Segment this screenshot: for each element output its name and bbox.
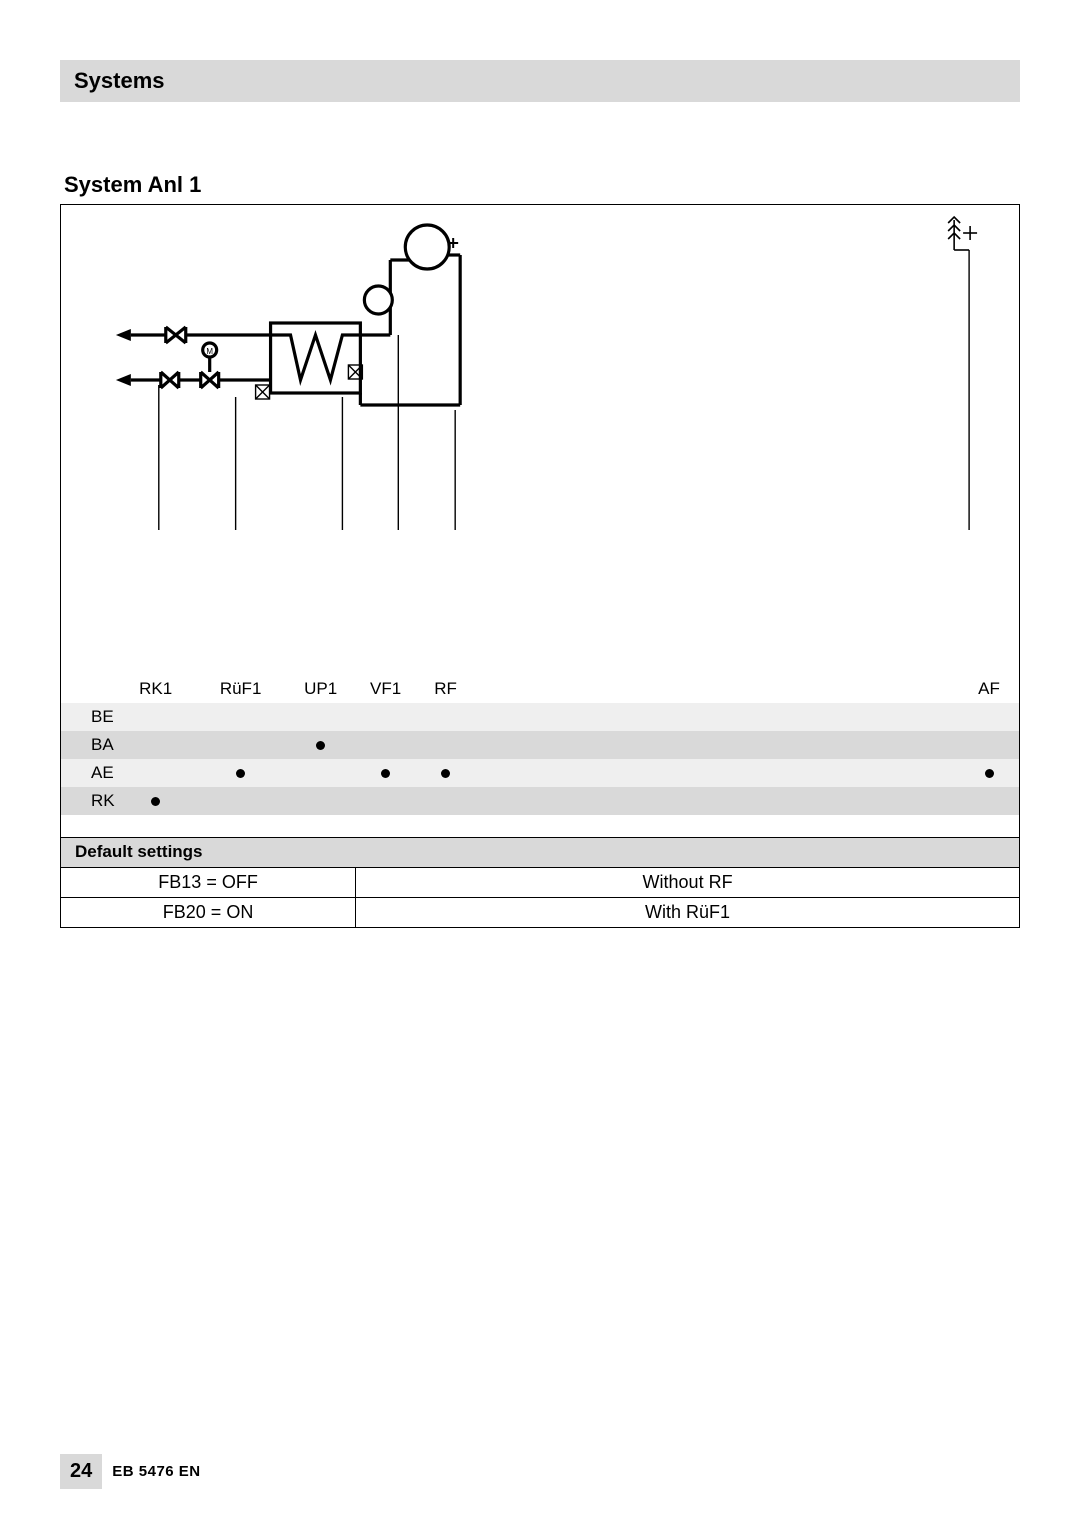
cell-ae-rf [416, 759, 476, 787]
settings-0-left: FB13 = OFF [61, 867, 356, 897]
cell-ba-up1 [286, 731, 356, 759]
section-header: Systems [60, 60, 1020, 102]
settings-row-1: FB20 = ON With RüF1 [61, 897, 1019, 927]
col-ruf1-label: RüF1 [196, 675, 286, 703]
dot-icon [985, 769, 994, 778]
cell-ae-vf1 [356, 759, 416, 787]
dot-icon [441, 769, 450, 778]
cell-be-rf [416, 703, 476, 731]
cell-be-vf1 [356, 703, 416, 731]
col-rf-label: RF [416, 675, 476, 703]
row-ba-label: BA [61, 731, 116, 759]
row-rk-label: RK [61, 787, 116, 815]
cell-rk-vf1 [356, 787, 416, 815]
system-title: System Anl 1 [60, 172, 1020, 198]
cell-ba-ruf1 [196, 731, 286, 759]
svg-text:M: M [206, 347, 213, 356]
dot-icon [381, 769, 390, 778]
cell-ae-ruf1 [196, 759, 286, 787]
matrix-header-row: RK1 RüF1 UP1 VF1 RF AF [61, 675, 1019, 703]
cell-rk-rk1 [116, 787, 196, 815]
cell-rk-ruf1 [196, 787, 286, 815]
page-footer: 24 EB 5476 EN [60, 1454, 201, 1489]
io-matrix: RK1 RüF1 UP1 VF1 RF AF BE BA [61, 675, 1019, 927]
cell-ae-up1 [286, 759, 356, 787]
col-rk1-label: RK1 [116, 675, 196, 703]
cell-be-ruf1 [196, 703, 286, 731]
schematic-diagram: M [61, 205, 1019, 675]
cell-be-rk1 [116, 703, 196, 731]
default-settings-header: Default settings [61, 837, 1019, 867]
row-ba: BA [61, 731, 1019, 759]
col-af-label: AF [959, 675, 1019, 703]
settings-1-left: FB20 = ON [61, 897, 356, 927]
dot-icon [316, 741, 325, 750]
row-rk: RK [61, 787, 1019, 815]
dot-icon [236, 769, 245, 778]
row-be: BE [61, 703, 1019, 731]
col-up1-label: UP1 [286, 675, 356, 703]
cell-rk-rf [416, 787, 476, 815]
settings-0-right: Without RF [356, 867, 1019, 897]
cell-rk-af [959, 787, 1019, 815]
diagram-frame: M [60, 204, 1020, 928]
settings-1-right: With RüF1 [356, 897, 1019, 927]
row-ae-label: AE [61, 759, 116, 787]
cell-be-up1 [286, 703, 356, 731]
row-be-label: BE [61, 703, 116, 731]
cell-ba-rf [416, 731, 476, 759]
cell-ba-af [959, 731, 1019, 759]
cell-ae-rk1 [116, 759, 196, 787]
settings-row-0: FB13 = OFF Without RF [61, 867, 1019, 897]
cell-ba-vf1 [356, 731, 416, 759]
cell-be-af [959, 703, 1019, 731]
cell-ae-af [959, 759, 1019, 787]
cell-rk-up1 [286, 787, 356, 815]
row-ae: AE [61, 759, 1019, 787]
col-vf1-label: VF1 [356, 675, 416, 703]
dot-icon [151, 797, 160, 806]
page-number: 24 [60, 1454, 102, 1489]
default-settings-header-row: Default settings [61, 837, 1019, 867]
cell-ba-rk1 [116, 731, 196, 759]
document-id: EB 5476 EN [112, 1463, 200, 1480]
